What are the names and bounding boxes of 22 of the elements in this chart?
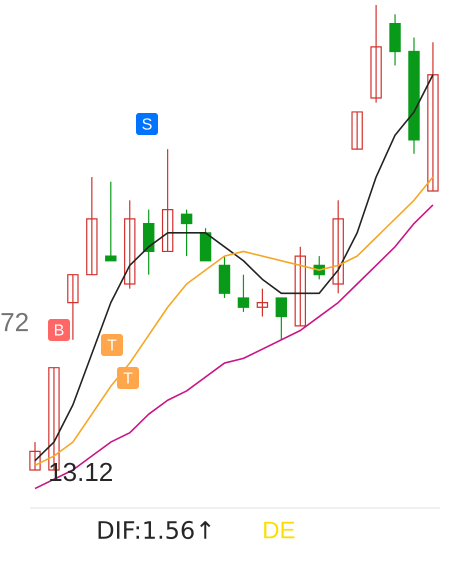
text: DIF:1.56↑ (98, 520, 210, 540)
candlestick (276, 297, 288, 340)
annotation: 72 (2, 312, 28, 332)
candlestick (238, 274, 250, 312)
candlestick (294, 246, 306, 326)
candlestick (256, 288, 268, 318)
annotation: B (54, 324, 64, 336)
candlestick (67, 274, 79, 340)
annotation: S (142, 118, 152, 130)
annotation: T (123, 372, 133, 384)
candlestick (351, 111, 363, 150)
candlestick (124, 200, 136, 290)
candlestick (29, 441, 41, 471)
candlestick (105, 181, 117, 262)
candlestick (427, 42, 439, 192)
candlestick (86, 176, 98, 276)
text: DE (264, 522, 294, 538)
candlestick (370, 4, 382, 104)
candlestick (162, 148, 174, 252)
candlestick (332, 200, 344, 294)
annotation: T (107, 339, 117, 350)
candlestick (180, 209, 192, 257)
